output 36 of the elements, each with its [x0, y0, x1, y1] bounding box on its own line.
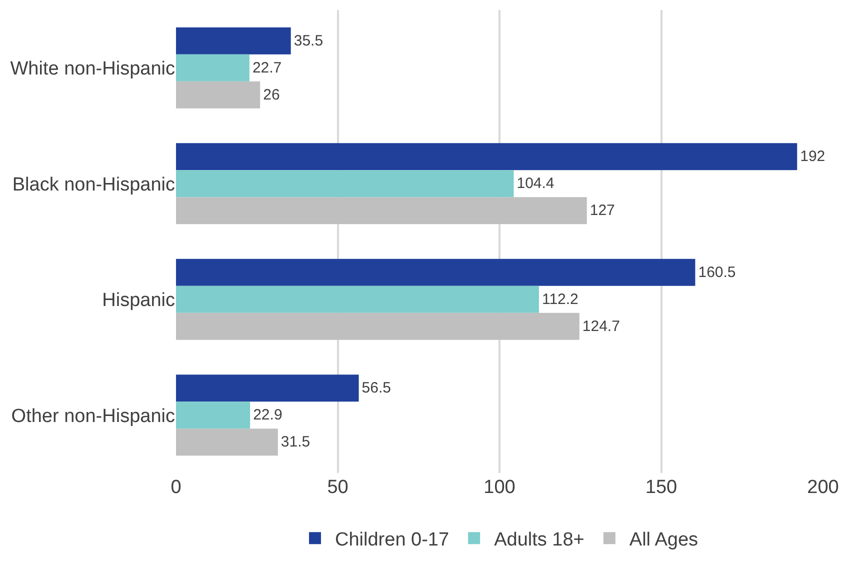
- bar: [176, 197, 587, 224]
- data-label: 112.2: [542, 290, 578, 308]
- y-tick-label: White non-Hispanic: [10, 58, 175, 80]
- data-label: 31.5: [280, 434, 310, 451]
- data-label: 35.5: [294, 32, 324, 50]
- data-label: 22.7: [252, 59, 282, 76]
- bar: [176, 27, 291, 54]
- y-tick-label: Other non-Hispanic: [11, 406, 175, 427]
- legend-label: Adults 18+: [494, 530, 584, 551]
- data-label: 192: [800, 148, 826, 166]
- bar: [176, 312, 580, 340]
- legend-label: All Ages: [629, 530, 698, 551]
- x-tick-label: 50: [327, 477, 348, 498]
- bar: [176, 374, 359, 402]
- bar: [176, 143, 798, 170]
- y-tick-label: Black non-Hispanic: [12, 174, 175, 196]
- x-tick-label: 200: [807, 477, 839, 498]
- x-tick-label: 150: [645, 477, 678, 498]
- x-tick-label: 0: [170, 477, 182, 498]
- data-label: 160.5: [698, 264, 736, 281]
- data-label: 56.5: [362, 380, 391, 397]
- bar: [176, 402, 250, 429]
- bar: [176, 258, 696, 286]
- bar: [176, 428, 278, 456]
- data-label: 124.7: [582, 318, 620, 335]
- bar: [176, 170, 514, 198]
- bar: [176, 54, 250, 82]
- bar: [176, 81, 260, 108]
- bar: [176, 286, 539, 313]
- x-tick-label: 100: [484, 477, 516, 498]
- data-label: 22.9: [253, 406, 282, 424]
- legend-label: Children 0-17: [335, 530, 450, 551]
- y-tick-label: Hispanic: [102, 290, 175, 312]
- data-label: 127: [590, 202, 615, 220]
- data-label: 26: [263, 86, 280, 104]
- data-label: 104.4: [516, 175, 554, 192]
